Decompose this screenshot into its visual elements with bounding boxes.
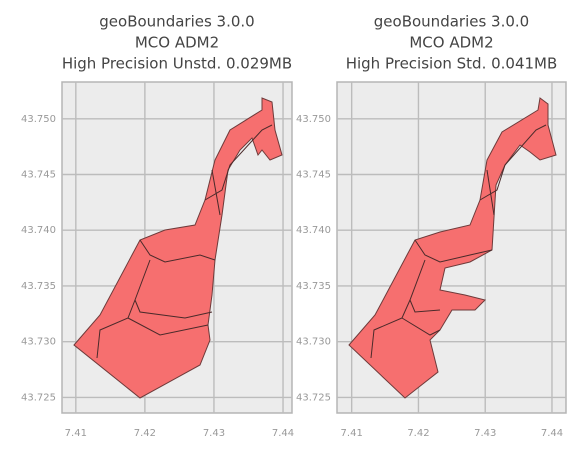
panel-title: MCO ADM2 (135, 34, 219, 52)
y-tick-label: 43.725 (21, 392, 56, 403)
y-tick-label: 43.725 (296, 392, 331, 403)
region-outline (73, 97, 283, 399)
y-tick-label: 43.730 (296, 337, 331, 348)
y-tick-label: 43.745 (21, 170, 56, 181)
panel-title: geoBoundaries 3.0.0 (99, 13, 254, 31)
y-tick-label: 43.745 (296, 170, 331, 181)
panel-title: MCO ADM2 (409, 34, 493, 52)
x-tick-label: 7.44 (272, 428, 294, 439)
panel-title: High Precision Std. 0.041MB (346, 55, 558, 73)
y-tick-label: 43.750 (296, 114, 331, 125)
x-tick-label: 7.41 (341, 428, 363, 439)
x-tick-label: 7.41 (65, 428, 87, 439)
y-tick-label: 43.730 (21, 337, 56, 348)
y-tick-label: 43.740 (21, 225, 56, 236)
district-border (370, 124, 547, 359)
y-tick-label: 43.750 (21, 114, 56, 125)
panel-title: geoBoundaries 3.0.0 (374, 13, 529, 31)
x-tick-label: 7.43 (474, 428, 496, 439)
x-tick-label: 7.42 (134, 428, 156, 439)
x-tick-label: 7.42 (407, 428, 429, 439)
y-tick-label: 43.735 (21, 281, 56, 292)
panel-title: High Precision Unstd. 0.029MB (62, 55, 292, 73)
x-tick-label: 7.44 (541, 428, 563, 439)
boundaries (73, 97, 557, 399)
district-border (96, 124, 273, 359)
y-tick-label: 43.740 (296, 225, 331, 236)
x-tick-label: 7.43 (203, 428, 225, 439)
y-tick-label: 43.735 (296, 281, 331, 292)
